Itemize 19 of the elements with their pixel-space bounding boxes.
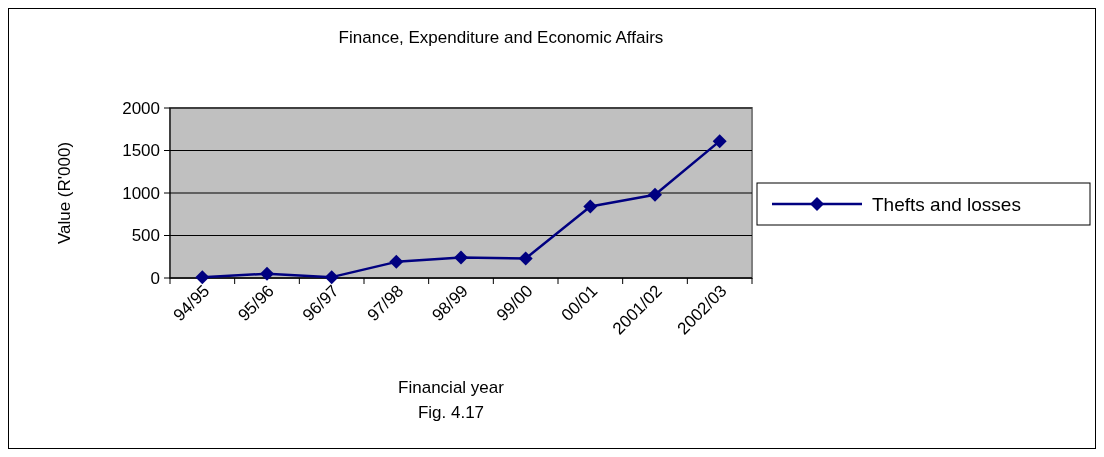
point: [324, 270, 339, 285]
caption: Fig. 4.17: [417, 403, 485, 422]
point: [648, 187, 662, 202]
chart-title: Finance, Expenditure and Economic Affairs: [338, 28, 664, 47]
y-tick-label: 2000: [122, 98, 160, 118]
y-axis-title: Value (R'000): [55, 141, 74, 245]
point: [454, 250, 468, 265]
point: [195, 270, 210, 285]
point: [583, 199, 598, 214]
y-tick-label: 1000: [122, 183, 160, 203]
legend-label: Thefts and losses: [872, 193, 1021, 215]
point: [389, 254, 404, 269]
point: [712, 134, 727, 149]
x-axis-title: Financial year: [398, 378, 505, 397]
y-tick-label: 0: [150, 268, 160, 288]
point: [260, 266, 274, 281]
y-tick-label: 500: [131, 226, 160, 246]
y-tick-label: 1500: [122, 141, 160, 161]
point: [518, 251, 533, 266]
